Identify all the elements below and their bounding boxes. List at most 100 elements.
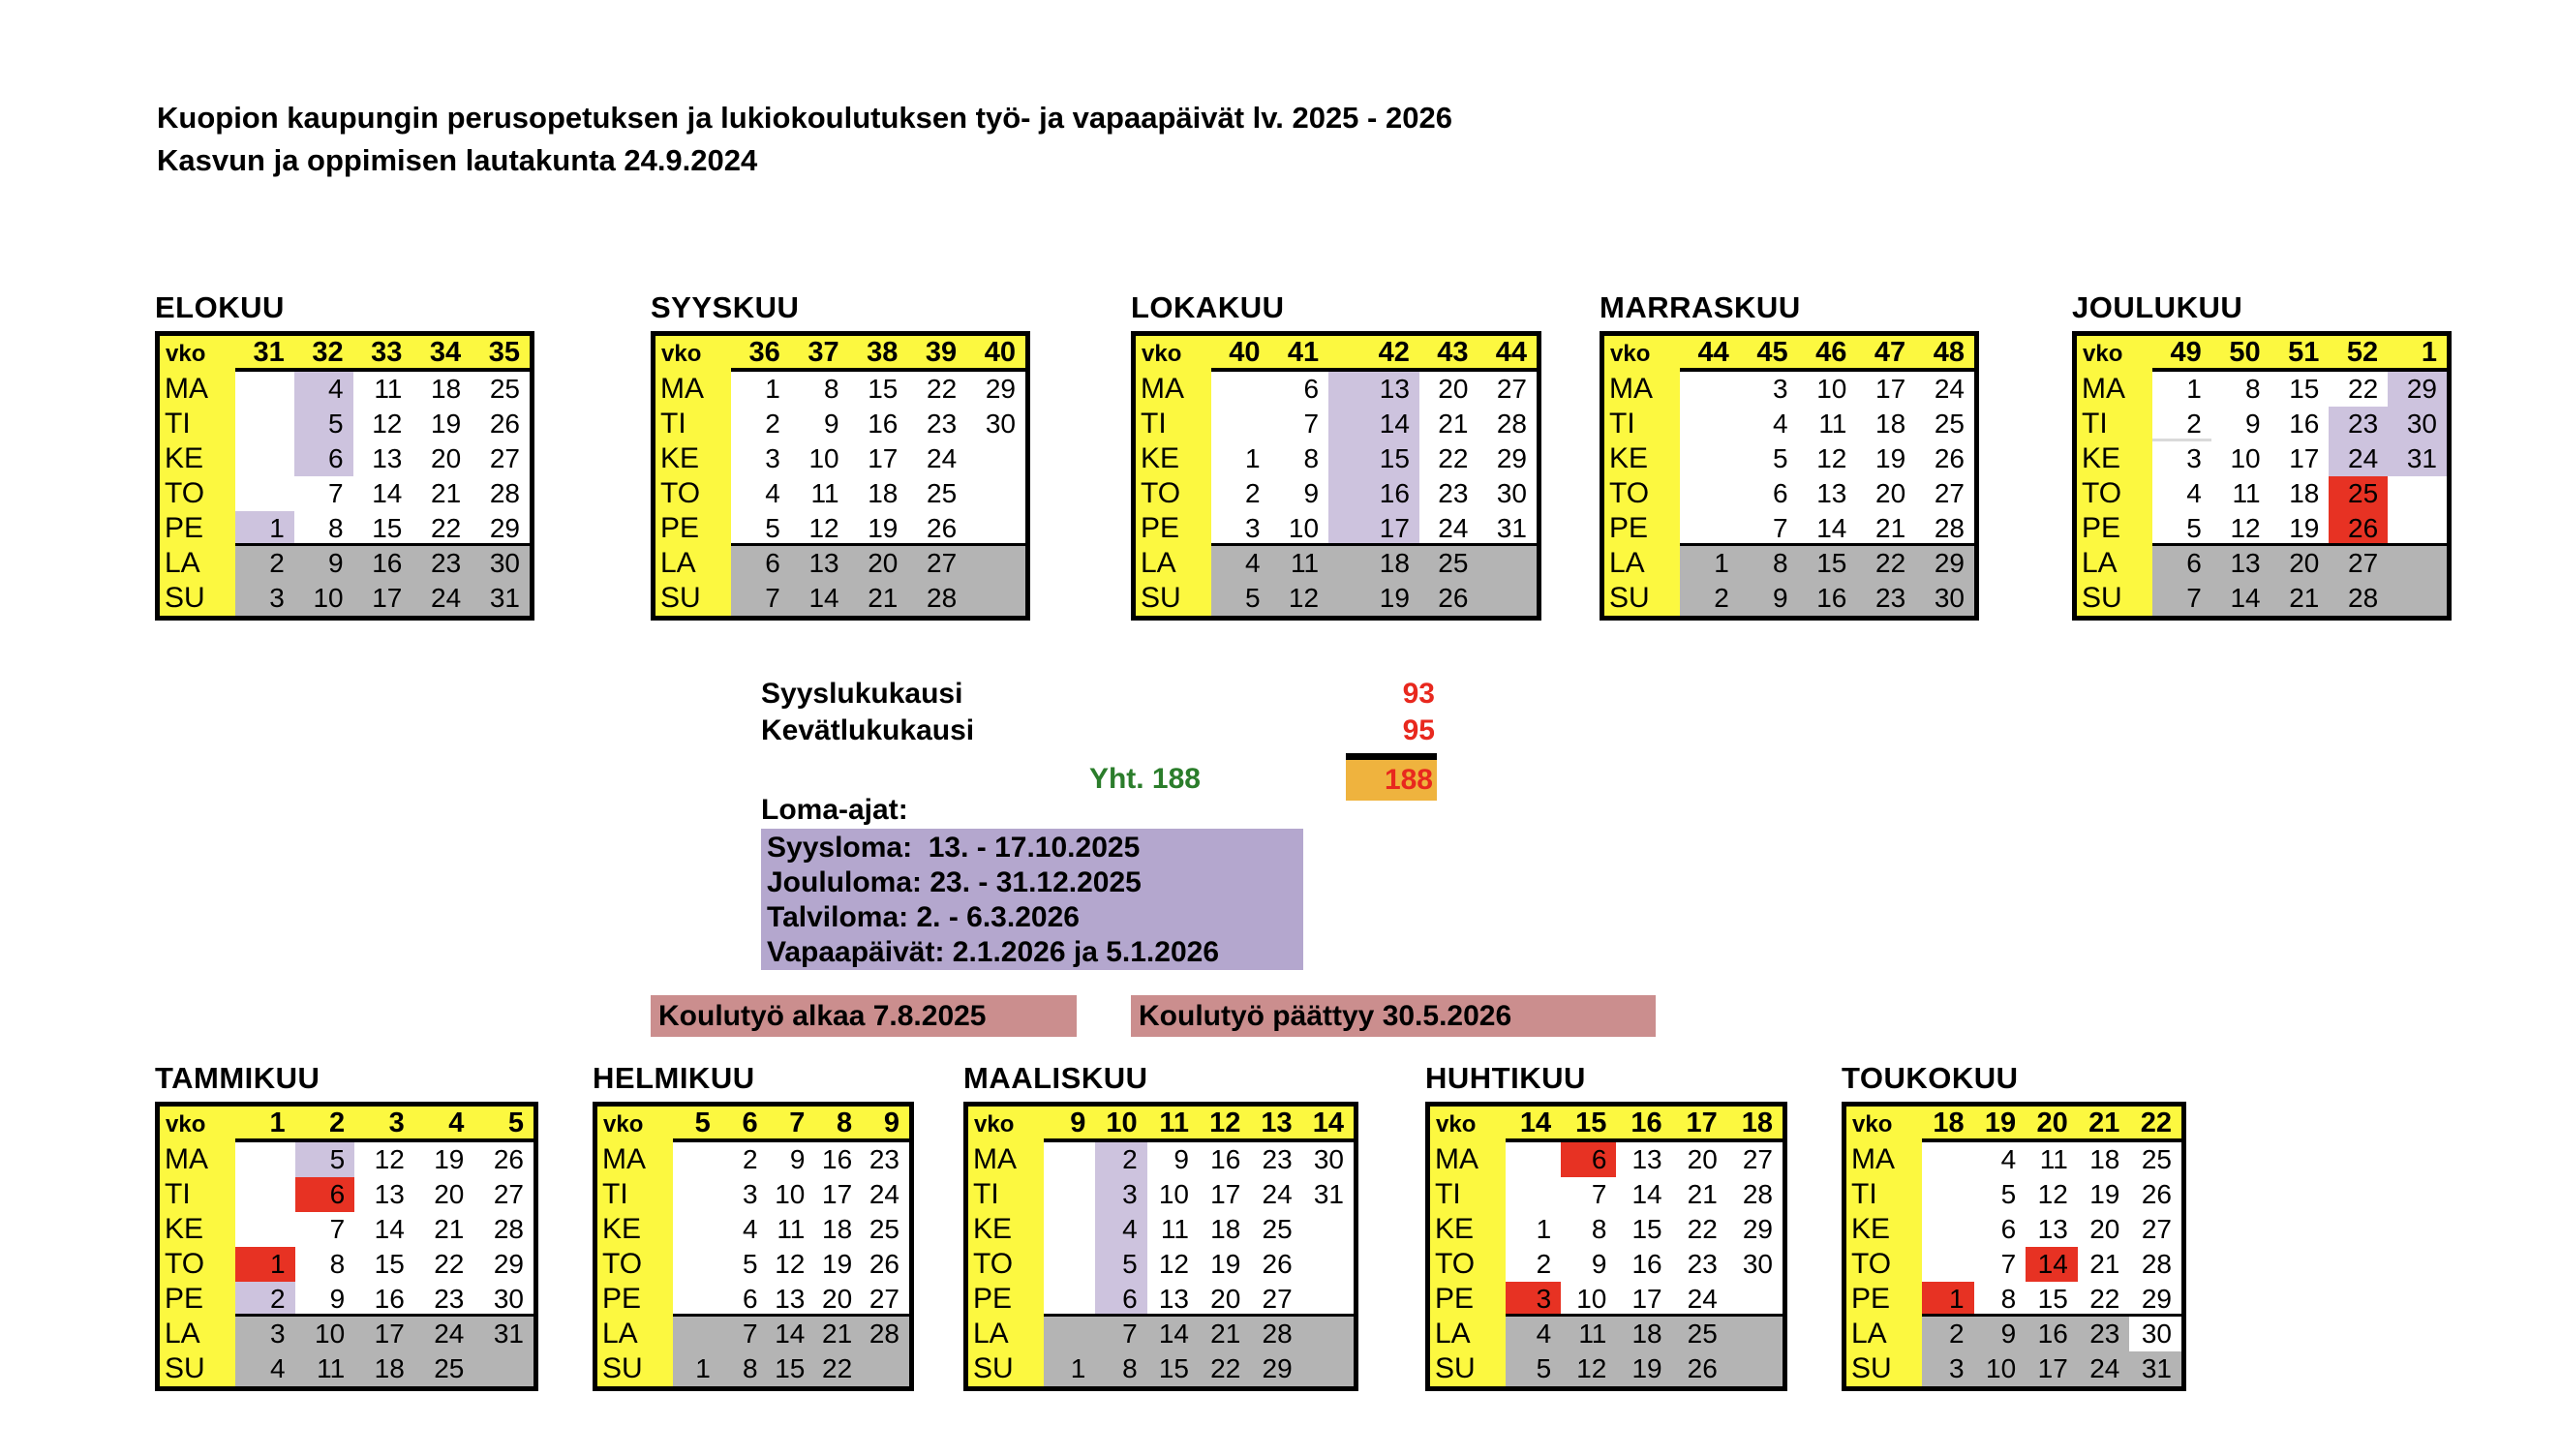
- day-cell: 26: [1250, 1247, 1302, 1282]
- day-cell: 16: [848, 407, 908, 441]
- week-number-header: 1: [2388, 336, 2447, 372]
- day-cell: 11: [767, 1212, 815, 1247]
- day-label: SU: [968, 1351, 1044, 1386]
- day-cell: [1044, 1212, 1096, 1247]
- day-cell: 22: [1198, 1351, 1251, 1386]
- autumn-break-line: Syysloma: 13. - 17.10.2025: [767, 832, 1141, 864]
- day-cell: 9: [2210, 407, 2270, 441]
- month-table: vko 14 15 16 17 18 MA 6 13 20 27 TI 7 14 21 28 KE 1 8 15 22 2…: [1425, 1102, 1787, 1391]
- week-number-header: 46: [1797, 336, 1857, 372]
- week-number-header: 18: [1922, 1107, 1974, 1142]
- day-cell: 3: [719, 1177, 768, 1212]
- calendar-month-syyskuu: SYYSKUU vko 36 37 38 39 40 MA 1 8 15 22 29 TI 2 9 16 23 30…: [651, 288, 1030, 621]
- day-cell: 2: [719, 1142, 768, 1177]
- day-cell: 4: [1973, 1142, 2027, 1177]
- day-cell: 15: [767, 1351, 815, 1386]
- day-cell: 16: [352, 546, 412, 581]
- day-cell: 23: [2077, 1317, 2130, 1351]
- day-cell: 4: [1095, 1212, 1147, 1247]
- day-label: KE: [1604, 441, 1680, 476]
- day-cell: 14: [2210, 581, 2270, 616]
- day-cell: 12: [789, 511, 849, 546]
- week-number-header: 3: [354, 1107, 414, 1142]
- day-cell: 20: [1418, 372, 1478, 407]
- day-cell: 29: [1726, 1212, 1783, 1247]
- day-label: MA: [597, 1142, 673, 1177]
- day-cell: 18: [411, 372, 472, 407]
- day-cell: 25: [2129, 1142, 2181, 1177]
- day-cell: 9: [767, 1142, 815, 1177]
- total-days-box: 188: [1346, 760, 1437, 801]
- day-cell: 15: [848, 372, 908, 407]
- day-label: SU: [1430, 1351, 1506, 1386]
- day-cell: [673, 1212, 720, 1247]
- day-cell: 4: [719, 1212, 768, 1247]
- day-cell: 19: [814, 1247, 863, 1282]
- day-cell: 4: [2152, 476, 2211, 511]
- day-cell: 8: [719, 1351, 768, 1386]
- day-cell: 28: [1915, 511, 1974, 546]
- day-cell: 11: [1797, 407, 1857, 441]
- day-label: PE: [1136, 511, 1211, 546]
- day-cell: 1: [731, 372, 790, 407]
- week-column-label: vko: [160, 1107, 235, 1142]
- day-cell: 24: [1915, 372, 1974, 407]
- day-cell: 12: [1269, 581, 1329, 616]
- total-divider: [1346, 753, 1437, 760]
- month-table: vko 49 50 51 52 1 MA 1 8 15 22 29 TI 2 9 16 23 30 KE 3 10 17 2…: [2072, 331, 2452, 621]
- day-cell: 13: [2210, 546, 2270, 581]
- week-number-header: 36: [731, 336, 790, 372]
- day-cell: 15: [1797, 546, 1857, 581]
- week-number-header: 44: [1680, 336, 1739, 372]
- week-number-header: 10: [1095, 1107, 1147, 1142]
- week-number-header: 13: [1250, 1107, 1302, 1142]
- day-cell: 18: [848, 476, 908, 511]
- day-cell: 28: [907, 581, 967, 616]
- day-cell: 7: [719, 1317, 768, 1351]
- day-cell: 6: [1561, 1142, 1617, 1177]
- calendar-month-marraskuu: MARRASKUU vko 44 45 46 47 48 MA 3 10 17 24 TI 4 11 18 25…: [1600, 288, 1979, 621]
- day-label: PE: [655, 511, 731, 546]
- day-cell: 28: [1478, 407, 1537, 441]
- week-number-header: 22: [2129, 1107, 2181, 1142]
- day-cell: 17: [2026, 1351, 2078, 1386]
- day-cell: 1: [235, 511, 294, 546]
- day-cell: 11: [1561, 1317, 1617, 1351]
- day-cell: 10: [1146, 1177, 1199, 1212]
- day-cell: 26: [907, 511, 967, 546]
- day-label: PE: [160, 511, 235, 546]
- day-cell: 31: [2388, 441, 2447, 476]
- day-cell: 26: [471, 407, 530, 441]
- week-number-header: 8: [814, 1107, 863, 1142]
- day-label: SU: [1846, 1351, 1922, 1386]
- day-cell: [673, 1317, 720, 1351]
- day-cell: 22: [814, 1351, 863, 1386]
- week-column-label: vko: [1430, 1107, 1506, 1142]
- day-cell: 11: [352, 372, 412, 407]
- day-cell: 2: [1922, 1317, 1974, 1351]
- day-cell: 17: [848, 441, 908, 476]
- day-label: MA: [968, 1142, 1044, 1177]
- day-cell: 16: [2270, 407, 2330, 441]
- day-cell: 16: [354, 1282, 414, 1317]
- calendar-month-helmikuu: HELMIKUU vko 5 6 7 8 9 MA 2 9 16 23 TI 3 10 17 24 KE 4 11 18…: [593, 1059, 914, 1391]
- day-cell: 13: [352, 441, 412, 476]
- day-cell: 4: [1506, 1317, 1562, 1351]
- day-cell: 28: [2129, 1247, 2181, 1282]
- week-number-header: 18: [1726, 1107, 1783, 1142]
- day-cell: 1: [2152, 372, 2211, 407]
- day-cell: [1044, 1247, 1096, 1282]
- day-cell: 14: [767, 1317, 815, 1351]
- day-cell: 18: [1856, 407, 1916, 441]
- day-cell: 23: [2329, 407, 2389, 441]
- day-cell: 20: [2077, 1212, 2130, 1247]
- week-number-header: 45: [1738, 336, 1798, 372]
- day-cell: 18: [2270, 476, 2330, 511]
- day-label: SU: [1136, 581, 1211, 616]
- day-cell: 10: [767, 1177, 815, 1212]
- day-cell: 22: [411, 511, 472, 546]
- day-cell: 26: [1418, 581, 1478, 616]
- week-number-header: 48: [1915, 336, 1974, 372]
- day-cell: 19: [1198, 1247, 1251, 1282]
- month-table: vko 9 10 11 12 13 14 MA 2 9 16 23 30 TI 3 10 17 24 31 KE 4 11…: [963, 1102, 1358, 1391]
